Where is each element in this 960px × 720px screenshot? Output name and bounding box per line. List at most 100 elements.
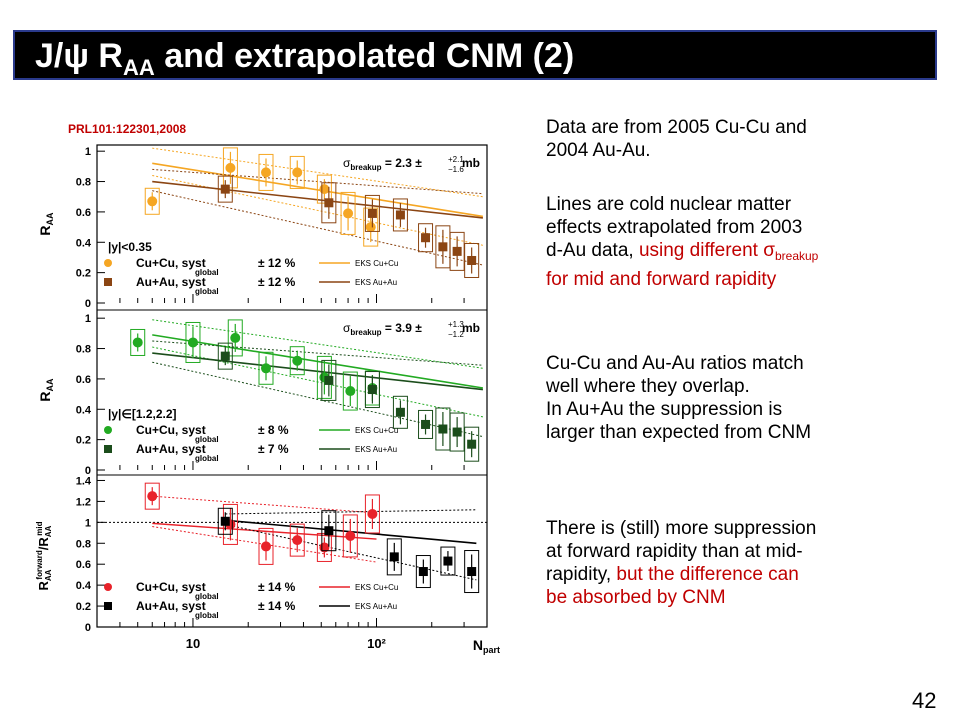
y-axis-label: RAAforward/RAAmid	[35, 521, 53, 590]
legend-marker-auau	[104, 445, 112, 453]
data-point-auau	[452, 427, 462, 437]
legend-marker-cucu	[104, 426, 112, 434]
data-point-cucu	[367, 508, 378, 519]
data-point-cucu	[292, 167, 303, 178]
data-point-auau	[443, 556, 453, 566]
legend-model: EKS Au+Au	[355, 278, 397, 287]
syst-box	[363, 207, 379, 247]
legend-global: global	[195, 454, 219, 463]
legend-marker-auau	[104, 278, 112, 286]
sigma-label: σbreakup = 3.9 ±	[343, 321, 422, 337]
legend-syst-value: ± 14 %	[258, 599, 296, 613]
legend-global: global	[195, 268, 219, 277]
rapidity-label: |y|∈[1.2,2.2]	[108, 407, 177, 421]
data-point-auau	[421, 233, 431, 243]
legend-global: global	[195, 435, 219, 444]
y-tick-label: 0.8	[76, 538, 91, 550]
legend-entry: Cu+Cu, syst	[136, 256, 206, 270]
legend-syst-value: ± 14 %	[258, 580, 296, 594]
sigma-unit: mb	[462, 321, 480, 335]
data-point-cucu	[319, 184, 330, 195]
data-point-auau	[467, 255, 477, 265]
cnm-auau-band-lower	[152, 190, 484, 266]
y-tick-label: 1	[85, 146, 91, 158]
y-tick-label: 1	[85, 313, 91, 325]
cnm-auau-band-lower	[152, 361, 484, 438]
data-point-auau	[367, 385, 377, 395]
legend-entry: Au+Au, syst	[136, 275, 206, 289]
legend-model: EKS Au+Au	[355, 445, 397, 454]
y-axis-label: RAA	[37, 378, 55, 402]
data-point-auau	[324, 198, 334, 208]
data-point-cucu	[225, 162, 236, 173]
syst-box	[464, 550, 480, 594]
legend-entry: Cu+Cu, syst	[136, 580, 206, 594]
data-point-auau	[452, 246, 462, 256]
data-point-cucu	[292, 355, 303, 366]
syst-box	[321, 510, 337, 552]
syst-box	[289, 523, 305, 557]
syst-box	[464, 242, 480, 278]
legend-entry: Cu+Cu, syst	[136, 423, 206, 437]
syst-box	[440, 546, 456, 576]
legend-syst-value: ± 8 %	[258, 423, 289, 437]
data-point-auau	[467, 567, 477, 577]
sigma-upper: +2.1	[448, 155, 464, 164]
syst-box	[258, 527, 274, 565]
text-block-lines: Lines are cold nuclear matter effects ex…	[546, 194, 819, 290]
rapidity-label: |y|<0.35	[108, 240, 152, 254]
syst-box	[222, 147, 238, 189]
page-number: 42	[912, 688, 937, 713]
syst-box	[392, 395, 408, 429]
data-point-auau	[395, 210, 405, 220]
syst-box	[217, 507, 233, 535]
y-tick-label: 0.4	[76, 404, 92, 416]
data-point-cucu	[345, 530, 356, 541]
syst-box	[364, 494, 380, 534]
syst-box	[342, 371, 358, 411]
legend-global: global	[195, 287, 219, 296]
data-point-auau	[467, 439, 477, 449]
sigma-lower: −1.2	[448, 330, 464, 339]
legend-model: EKS Cu+Cu	[355, 259, 398, 268]
x-tick-label: 10	[186, 636, 200, 651]
legend-model: EKS Au+Au	[355, 602, 397, 611]
syst-box	[340, 191, 356, 235]
data-point-cucu	[345, 386, 356, 397]
slide-title: J/ψ RAA and extrapolated CNM (2)	[35, 37, 575, 80]
syst-box	[321, 182, 337, 224]
data-point-cucu	[261, 167, 272, 178]
sigma-unit: mb	[462, 156, 480, 170]
legend-model: EKS Cu+Cu	[355, 583, 398, 592]
syst-box	[144, 187, 160, 215]
data-point-auau	[418, 567, 428, 577]
syst-box	[130, 328, 146, 356]
syst-box	[364, 194, 380, 232]
y-tick-label: 0.2	[76, 268, 91, 280]
data-point-cucu	[230, 332, 241, 343]
cnm-auau-band-upper	[225, 509, 477, 515]
legend-syst-value: ± 12 %	[258, 256, 296, 270]
syst-box	[144, 482, 160, 510]
legend-global: global	[195, 592, 219, 601]
y-tick-label: 1.4	[76, 475, 92, 487]
data-point-auau	[438, 242, 448, 252]
data-point-cucu	[365, 222, 376, 233]
y-tick-label: 0.6	[76, 207, 91, 219]
syst-box	[418, 223, 434, 253]
syst-box	[386, 538, 402, 576]
y-tick-label: 0	[85, 298, 91, 310]
sigma-lower: −1.6	[448, 165, 464, 174]
data-point-auau	[389, 552, 399, 562]
title-bar: J/ψ RAA and extrapolated CNM (2)	[13, 30, 937, 80]
y-tick-label: 0.8	[76, 344, 91, 356]
legend-entry: Au+Au, syst	[136, 442, 206, 456]
data-point-cucu	[132, 337, 143, 348]
syst-box	[258, 153, 274, 191]
text-block-suppression: There is (still) more suppression at for…	[546, 518, 817, 608]
cnm-cucu-line	[152, 522, 377, 540]
data-point-auau	[421, 419, 431, 429]
legend-global: global	[195, 611, 219, 620]
y-tick-label: 0.4	[76, 580, 92, 592]
syst-box	[464, 426, 480, 462]
